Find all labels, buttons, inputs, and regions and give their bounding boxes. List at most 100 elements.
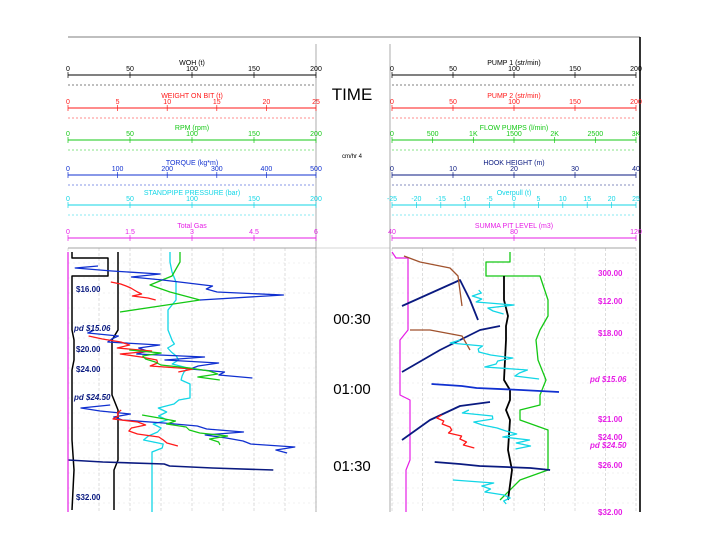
right-track-depth-labels: 300.00 $12.00 $18.00 $21.00 $24.00 $26.00 $32.…: [589, 269, 627, 517]
right-tick-label-1-3: 150: [569, 99, 581, 106]
right-header-4: Overpull (t) -25 -20 -15 -10 -5 0 5 10 15 20 25: [387, 190, 640, 216]
right-tick-label-2-2: 1K: [469, 131, 478, 138]
left-curve-title-1: WEIGHT ON BIT (t): [161, 93, 223, 100]
right-curve-overpull-2: [449, 339, 540, 380]
right-tick-label-2-6: 3K: [632, 131, 641, 138]
right-tick-label-4-6: 5: [536, 196, 540, 203]
right-tick-label-2-4: 2K: [550, 131, 559, 138]
left-tick-label-0-4: 200: [310, 66, 322, 73]
right-depth-label-3: $21.00: [598, 415, 623, 424]
right-depth-label-5: $26.00: [598, 461, 623, 470]
time-scale-label: cm/hr 4: [342, 154, 363, 160]
right-curve-pump2-1: [403, 255, 463, 307]
left-depth-label-1: $20.00: [76, 345, 101, 354]
left-curve-rpm-2: [129, 349, 220, 381]
right-curve-hook-2: [401, 325, 501, 373]
left-tick-label-3-4: 400: [261, 166, 273, 173]
time-column-title: TIME: [332, 85, 373, 104]
right-tick-label-1-2: 100: [508, 99, 520, 106]
right-tick-label-0-0: 0: [390, 66, 394, 73]
left-tick-label-5-3: 4.5: [249, 229, 259, 236]
left-header-2: RPM (rpm) 0 50 100 150 200: [66, 125, 322, 151]
left-track-depth-labels: $16.00 $20.00 $24.00 $32.00 pd $15.06 pd $24.…: [73, 285, 111, 502]
left-tick-label-4-4: 200: [310, 196, 322, 203]
right-tick-label-4-7: 10: [559, 196, 567, 203]
right-curve-hook-1: [401, 279, 479, 321]
left-tick-label-0-1: 50: [126, 66, 134, 73]
left-tick-label-1-0: 0: [66, 99, 70, 106]
left-curve-rpm-3: [141, 414, 229, 446]
left-tick-label-3-1: 100: [112, 166, 124, 173]
right-tick-label-5-1: 80: [510, 229, 518, 236]
right-curve-title-2: FLOW PUMPS (l/min): [480, 125, 548, 132]
right-curve-overpull-4: [452, 479, 511, 505]
left-tick-label-1-5: 25: [312, 99, 320, 106]
right-annotation-0: pd $15.06: [589, 375, 627, 384]
left-tick-label-3-5: 500: [310, 166, 322, 173]
right-curve-pump2-3: [436, 414, 475, 449]
right-track-grid: [391, 247, 637, 512]
right-tick-label-0-4: 200: [630, 66, 642, 73]
right-curve-title-1: PUMP 2 (str/min): [487, 93, 541, 100]
right-tick-label-1-1: 50: [449, 99, 457, 106]
left-curve-title-5: Total Gas: [177, 223, 207, 230]
right-tick-label-0-3: 150: [569, 66, 581, 73]
left-tick-label-5-1: 1.5: [125, 229, 135, 236]
left-curve-woh: [71, 252, 109, 511]
right-depth-label-2: $18.00: [598, 329, 623, 338]
left-header-3: TORQUE (kg*m) 0 100 200 300 400 500: [66, 160, 322, 186]
left-tick-label-2-2: 100: [186, 131, 198, 138]
right-curve-title-3: HOOK HEIGHT (m): [483, 160, 544, 167]
left-tick-label-1-2: 10: [163, 99, 171, 106]
left-tick-label-0-2: 100: [186, 66, 198, 73]
right-curve-overpull-1: [471, 289, 515, 315]
right-curve-title-4: Overpull (t): [497, 190, 532, 197]
left-curve-title-0: WOH (t): [179, 60, 205, 67]
left-curve-wob-1: [110, 281, 156, 301]
right-tick-label-4-10: 25: [632, 196, 640, 203]
right-tick-label-5-2: 120: [630, 229, 642, 236]
left-tick-label-2-1: 50: [126, 131, 134, 138]
left-curve-wob-3: [112, 409, 179, 447]
left-tick-label-4-2: 100: [186, 196, 198, 203]
left-header-1: WEIGHT ON BIT (t) 0 5 10 15 20 25: [66, 93, 320, 119]
left-tick-label-2-4: 200: [310, 131, 322, 138]
left-header-0: WOH (t) 0 50 100 150 200: [66, 60, 322, 86]
left-curve-title-2: RPM (rpm): [175, 125, 209, 132]
left-tick-label-5-4: 6: [314, 229, 318, 236]
left-curve-standpipe: [142, 252, 191, 512]
right-curve-overpull-3: [461, 409, 532, 450]
left-curve-rpm: [119, 252, 201, 313]
right-tick-label-3-4: 40: [632, 166, 640, 173]
right-header-1: PUMP 2 (str/min) 0 50 100 150 200: [390, 93, 642, 119]
right-tick-label-5-0: 40: [388, 229, 396, 236]
left-tick-label-4-3: 150: [248, 196, 260, 203]
right-tick-label-4-9: 20: [608, 196, 616, 203]
time-mark-0130: 01:30: [333, 458, 371, 475]
left-curve-title-3: TORQUE (kg*m): [166, 160, 218, 167]
time-mark-0030: 00:30: [333, 311, 371, 328]
left-tick-label-1-1: 5: [116, 99, 120, 106]
right-curve-hook-3: [401, 401, 491, 441]
left-depth-label-2: $24.00: [76, 365, 101, 374]
right-header-3: HOOK HEIGHT (m) 0 10 20 30 40: [390, 160, 640, 186]
right-tick-label-1-0: 0: [390, 99, 394, 106]
left-curve-torque-1: [74, 265, 285, 301]
left-tick-label-3-0: 0: [66, 166, 70, 173]
right-header-2: FLOW PUMPS (l/min) 0 500 1K 1500 2K 2500 3K: [390, 125, 641, 151]
left-tick-label-3-3: 300: [211, 166, 223, 173]
right-curve-pump2-2: [410, 329, 471, 351]
left-tick-label-2-0: 0: [66, 131, 70, 138]
left-annotation-1: pd $24.50: [73, 393, 111, 402]
right-tick-label-0-1: 50: [449, 66, 457, 73]
left-tick-label-1-3: 15: [213, 99, 221, 106]
right-tick-label-4-3: -10: [460, 196, 470, 203]
left-tick-label-4-1: 50: [126, 196, 134, 203]
left-depth-label-0: $16.00: [76, 285, 101, 294]
right-header-0: PUMP 1 (str/min) 0 50 100 150 200: [390, 60, 642, 86]
left-tick-label-1-4: 20: [263, 99, 271, 106]
left-tick-label-0-0: 0: [66, 66, 70, 73]
